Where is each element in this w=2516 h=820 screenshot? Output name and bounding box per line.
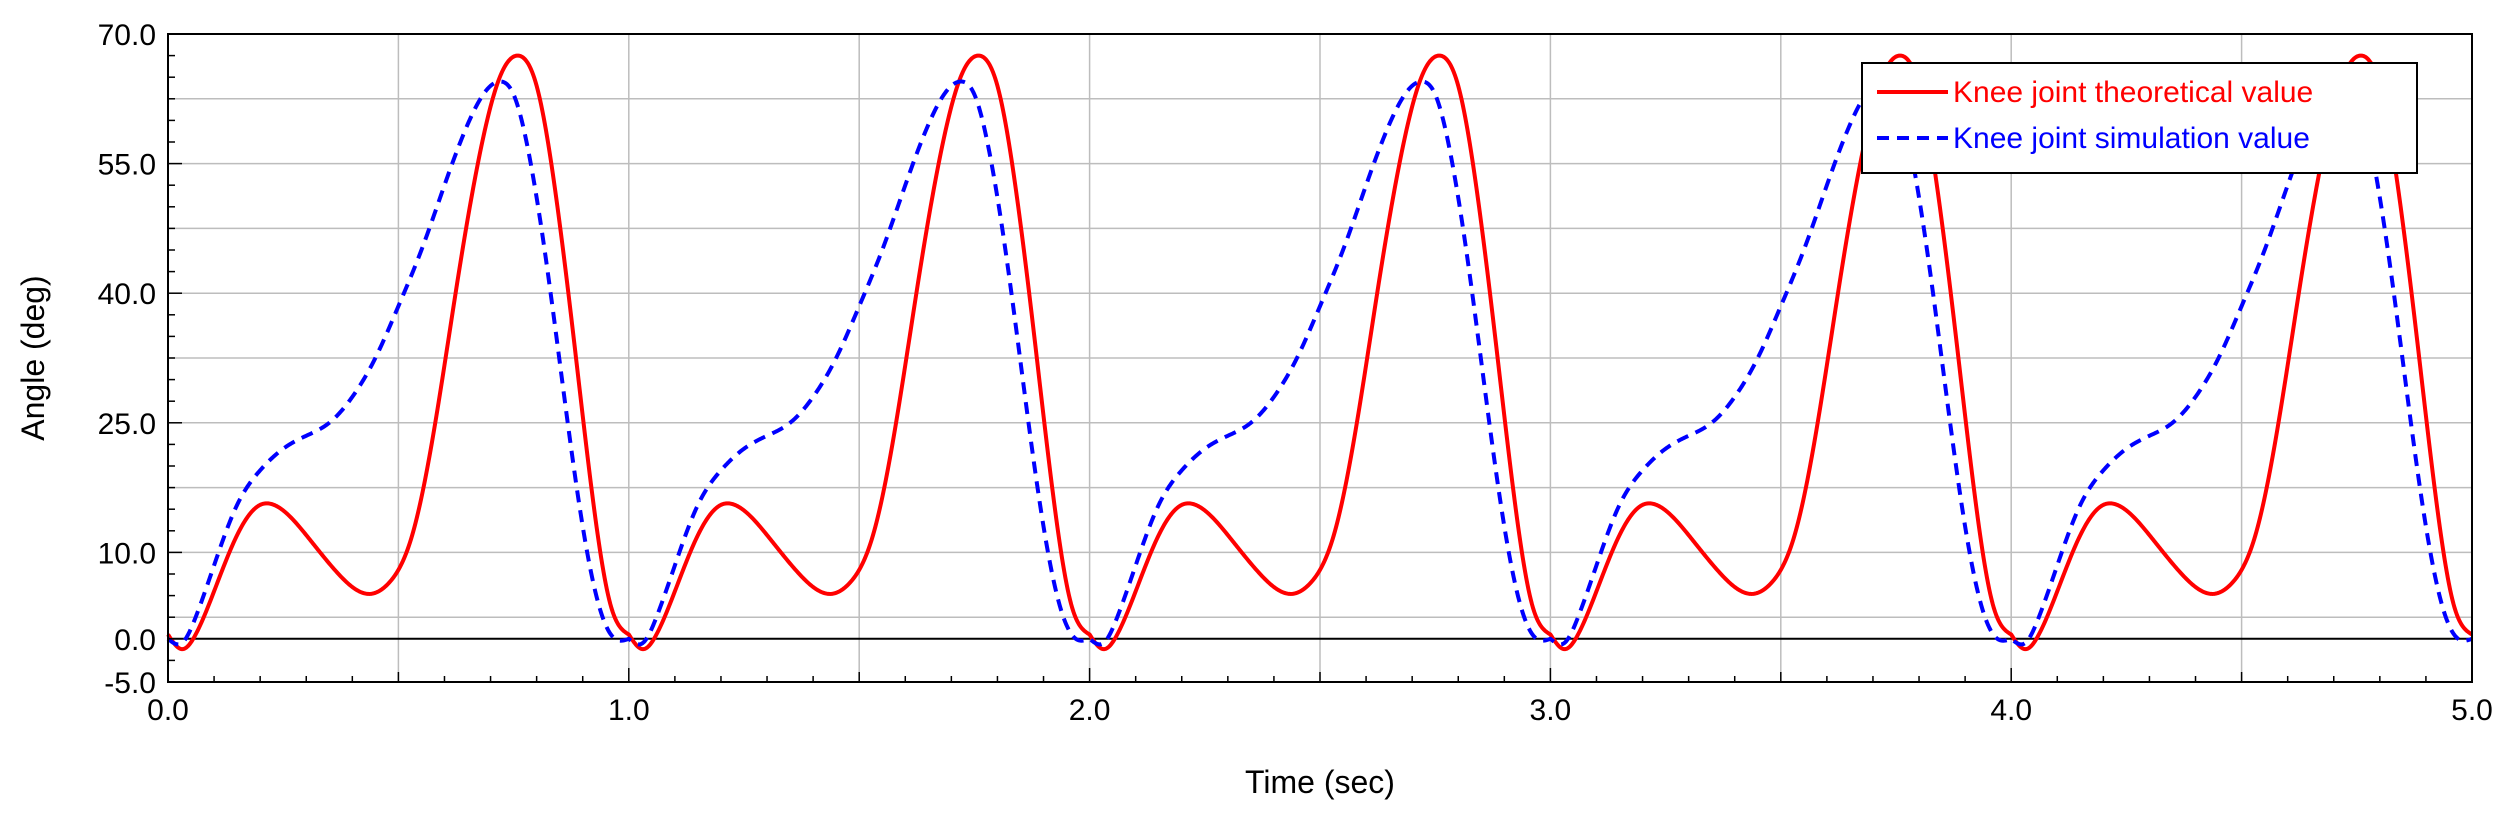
y-tick-label: 0.0 (114, 624, 156, 657)
y-tick-label: 40.0 (98, 278, 156, 311)
y-tick-labels: -5.0 0.0 10.0 25.0 40.0 55.0 70.0 (98, 19, 156, 700)
y-tick-label: 55.0 (98, 149, 156, 182)
x-tick-label: 0.0 (147, 694, 189, 727)
y-tick-label: 70.0 (98, 19, 156, 52)
y-tick-label: -5.0 (104, 667, 156, 700)
legend-label-simulation: Knee joint simulation value (1953, 122, 2310, 155)
series-line-theoretical (166, 53, 2474, 652)
legend-box (1861, 62, 2418, 174)
x-tick-label: 2.0 (1069, 694, 1111, 727)
x-tick-label: 4.0 (1990, 694, 2032, 727)
x-axis-label: Time (sec) (1245, 764, 1395, 800)
x-tick-label: 5.0 (2451, 694, 2493, 727)
tick-marks (167, 33, 2473, 683)
x-tick-label: 1.0 (608, 694, 650, 727)
y-axis-label: Angle (deg) (15, 275, 51, 440)
legend-label-theoretical: Knee joint theoretical value (1953, 76, 2313, 109)
y-tick-label: 10.0 (98, 537, 156, 570)
x-tick-labels: 0.0 1.0 2.0 3.0 4.0 5.0 (147, 694, 2493, 727)
series-line-simulation (166, 79, 2473, 647)
legend: Knee joint theoretical value Knee joint … (1861, 62, 2418, 174)
x-tick-label: 3.0 (1530, 694, 1572, 727)
series-layer (166, 53, 2474, 652)
y-tick-label: 25.0 (98, 408, 156, 441)
